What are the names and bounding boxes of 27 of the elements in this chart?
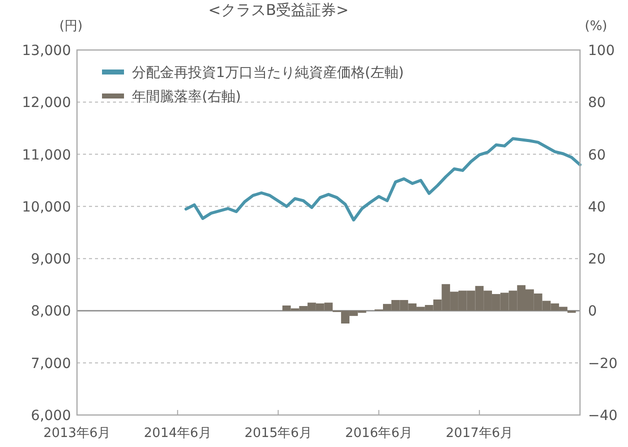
legend-label: 年間騰落率(右軸) <box>132 89 241 105</box>
y-tick-label: 8,000 <box>30 304 71 320</box>
y-tick-label: 12,000 <box>22 95 71 112</box>
y-axis-title: (円) <box>59 19 83 34</box>
y2-tick-label: 40 <box>588 199 606 216</box>
y-tick-label: 10,000 <box>22 199 71 216</box>
x-tick-label: 2016年6月 <box>345 426 412 441</box>
y2-tick-label: −20 <box>588 356 618 372</box>
line-series <box>184 137 582 222</box>
y2-axis-title: (%) <box>584 19 608 34</box>
x-tick-label: 2014年6月 <box>144 426 212 441</box>
y2-tick-label: −40 <box>588 408 618 424</box>
x-tick-label: 2013年6月 <box>43 426 111 441</box>
x-tick-label: 2017年6月 <box>446 426 514 441</box>
y-tick-label: 13,000 <box>22 43 71 59</box>
x-tick-label: 2015年6月 <box>244 426 312 441</box>
chart-title: <クラスB受益証券> <box>208 1 349 19</box>
y2-tick-label: 20 <box>588 252 606 268</box>
y-tick-label: 9,000 <box>30 252 71 268</box>
y2-tick-label: 60 <box>588 147 606 164</box>
y2-tick-label: 80 <box>588 95 606 112</box>
y2-tick-label: 0 <box>588 304 597 320</box>
legend-label: 分配金再投資1万口当たり純資産価格(左軸) <box>132 65 404 81</box>
y-tick-label: 11,000 <box>22 147 71 164</box>
y-tick-label: 7,000 <box>30 356 71 372</box>
y2-tick-label: 100 <box>588 43 615 59</box>
y-tick-label: 6,000 <box>30 408 71 424</box>
